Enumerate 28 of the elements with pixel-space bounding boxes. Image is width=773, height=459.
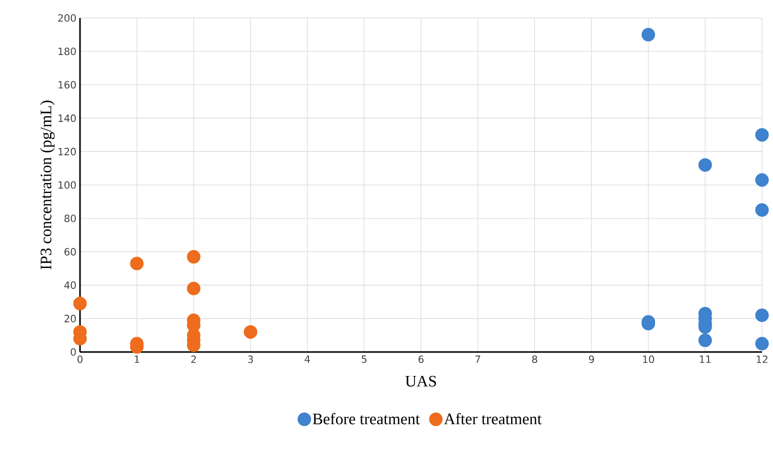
x-tick-label: 7 [475,356,480,363]
y-tick-label: 100 [58,181,76,189]
y-tick-label: 120 [58,148,76,156]
x-tick-label: 6 [418,355,424,364]
x-tick-label: 8 [532,355,538,364]
y-axis-title: IP3 concentration (pg/mL) [40,100,55,270]
x-tick-label: 4 [304,356,310,363]
x-tick-label: 0 [77,355,83,364]
x-tick-label: 12 [756,355,768,363]
y-tick-label: 80 [64,214,76,222]
x-tick-label: 5 [362,356,366,363]
y-tick-label: 20 [64,314,76,322]
y-tick-label: 0 [70,348,76,356]
legend-label: After treatment [444,412,542,424]
y-tick-label: 40 [64,281,76,289]
legend-label: Before treatment [312,412,420,424]
x-tick-label: 1 [134,356,140,363]
y-tick-label: 160 [58,81,76,89]
x-tick-label: 2 [191,355,196,363]
y-tick-label: 140 [58,114,76,122]
y-tick-label: 180 [58,48,76,56]
x-tick-label: 10 [643,355,654,364]
x-tick-label: 9 [588,355,594,364]
x-tick-label: 11 [700,356,711,363]
x-axis-title: UAS [405,376,436,387]
x-tick-label: 3 [248,355,253,364]
y-tick-label: 60 [64,248,76,256]
y-tick-label: 200 [58,14,76,22]
